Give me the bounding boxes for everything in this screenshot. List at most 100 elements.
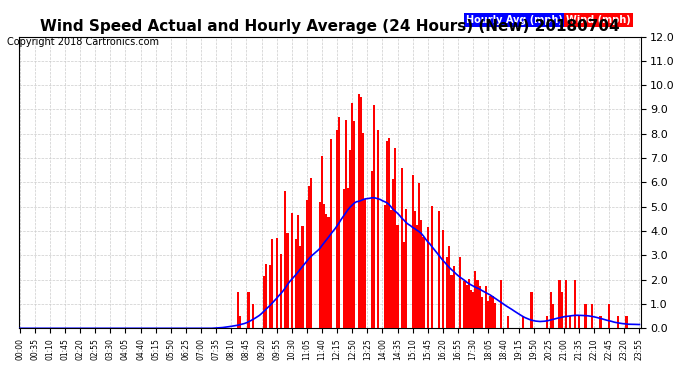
Bar bbox=[474, 271, 476, 328]
Bar bbox=[617, 316, 619, 328]
Bar bbox=[573, 280, 575, 328]
Bar bbox=[357, 94, 359, 328]
Bar bbox=[493, 303, 496, 328]
Bar bbox=[522, 316, 524, 328]
Bar bbox=[323, 204, 325, 328]
Bar bbox=[336, 130, 338, 328]
Bar bbox=[351, 103, 353, 328]
Bar bbox=[397, 225, 399, 328]
Bar bbox=[569, 316, 571, 328]
Bar bbox=[466, 285, 468, 328]
Bar bbox=[321, 156, 323, 328]
Bar bbox=[451, 275, 453, 328]
Bar bbox=[395, 148, 397, 328]
Bar bbox=[489, 296, 491, 328]
Bar bbox=[384, 205, 386, 328]
Bar bbox=[299, 246, 302, 328]
Bar bbox=[422, 237, 424, 328]
Bar bbox=[362, 133, 364, 328]
Bar bbox=[286, 233, 288, 328]
Bar bbox=[325, 214, 327, 328]
Bar bbox=[327, 217, 330, 328]
Bar bbox=[349, 150, 351, 328]
Text: Wind (mph): Wind (mph) bbox=[566, 15, 631, 25]
Bar bbox=[275, 238, 277, 328]
Bar bbox=[345, 120, 347, 328]
Bar bbox=[487, 301, 489, 328]
Bar bbox=[295, 238, 297, 328]
Bar bbox=[248, 292, 250, 328]
Bar bbox=[414, 211, 416, 328]
Bar bbox=[464, 280, 466, 328]
Bar bbox=[431, 206, 433, 328]
Bar bbox=[271, 239, 273, 328]
Bar bbox=[470, 290, 472, 328]
Bar bbox=[308, 186, 310, 328]
Bar bbox=[565, 280, 567, 328]
Bar bbox=[448, 246, 451, 328]
Bar bbox=[625, 316, 628, 328]
Bar bbox=[290, 213, 293, 328]
Bar bbox=[591, 304, 593, 328]
Bar bbox=[390, 210, 392, 328]
Bar bbox=[468, 279, 470, 328]
Bar bbox=[330, 140, 332, 328]
Bar bbox=[388, 138, 390, 328]
Bar bbox=[418, 183, 420, 328]
Bar bbox=[377, 130, 380, 328]
Bar bbox=[310, 178, 313, 328]
Title: Wind Speed Actual and Hourly Average (24 Hours) (New) 20180704: Wind Speed Actual and Hourly Average (24… bbox=[40, 19, 620, 34]
Bar bbox=[600, 316, 602, 328]
Bar bbox=[550, 292, 552, 328]
Text: Copyright 2018 Cartronics.com: Copyright 2018 Cartronics.com bbox=[7, 37, 159, 47]
Bar bbox=[437, 211, 440, 328]
Bar bbox=[405, 209, 407, 328]
Bar bbox=[442, 230, 444, 328]
Bar bbox=[485, 286, 487, 328]
Bar bbox=[578, 316, 580, 328]
Bar bbox=[506, 316, 509, 328]
Bar bbox=[284, 191, 286, 328]
Bar bbox=[297, 215, 299, 328]
Bar bbox=[558, 280, 560, 328]
Bar bbox=[420, 220, 422, 328]
Bar bbox=[446, 257, 448, 328]
Bar bbox=[412, 175, 414, 328]
Bar bbox=[481, 297, 483, 328]
Bar bbox=[472, 292, 474, 328]
Bar bbox=[386, 141, 388, 328]
Bar bbox=[239, 316, 241, 328]
Bar bbox=[347, 188, 349, 328]
Bar bbox=[265, 264, 267, 328]
Bar bbox=[364, 199, 366, 328]
Bar bbox=[371, 171, 373, 328]
Bar bbox=[342, 189, 345, 328]
Bar bbox=[280, 254, 282, 328]
Bar bbox=[353, 121, 355, 328]
Bar bbox=[459, 257, 462, 328]
Bar bbox=[237, 292, 239, 328]
Bar bbox=[546, 316, 548, 328]
Bar bbox=[491, 296, 493, 328]
Bar bbox=[263, 276, 265, 328]
Bar bbox=[269, 265, 271, 328]
Bar bbox=[560, 292, 563, 328]
Bar bbox=[401, 168, 403, 328]
Bar bbox=[306, 200, 308, 328]
Bar bbox=[302, 226, 304, 328]
Bar bbox=[392, 179, 395, 328]
Bar bbox=[584, 304, 586, 328]
Bar bbox=[453, 266, 455, 328]
Text: Hourly Avg (mph): Hourly Avg (mph) bbox=[466, 15, 563, 25]
Bar bbox=[403, 242, 405, 328]
Bar bbox=[608, 304, 610, 328]
Bar bbox=[531, 292, 533, 328]
Bar bbox=[552, 304, 554, 328]
Bar bbox=[359, 97, 362, 328]
Bar bbox=[319, 202, 321, 328]
Bar bbox=[416, 225, 418, 328]
Bar bbox=[373, 105, 375, 328]
Bar bbox=[252, 304, 254, 328]
Bar bbox=[500, 280, 502, 328]
Bar bbox=[338, 117, 340, 328]
